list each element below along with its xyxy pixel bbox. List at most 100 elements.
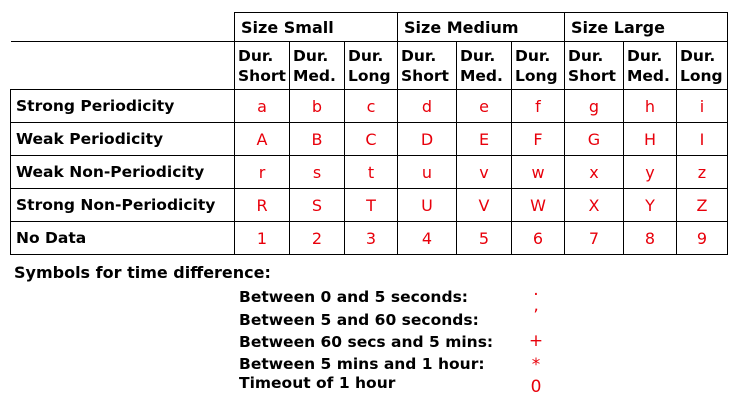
- duration-header-line1: Dur.: [460, 46, 496, 65]
- symbol-cell: f: [511, 89, 565, 123]
- legend-title: Symbols for time difference:: [14, 263, 271, 282]
- symbol-cell: t: [344, 155, 398, 189]
- symbol-cell: Y: [623, 188, 677, 222]
- symbol-cell: I: [676, 122, 728, 156]
- symbol-cell: 3: [344, 221, 398, 255]
- duration-header-line2: Short: [568, 66, 616, 85]
- duration-header-line1: Dur.: [515, 46, 551, 65]
- duration-header: Dur. Long: [344, 41, 398, 90]
- row-label: No Data: [10, 221, 235, 255]
- duration-header-line2: Long: [348, 66, 391, 85]
- symbol-cell: G: [564, 122, 624, 156]
- duration-header-line1: Dur.: [680, 46, 716, 65]
- symbol-cell: i: [676, 89, 728, 123]
- duration-header-line1: Dur.: [293, 46, 329, 65]
- duration-header: Dur. Med.: [623, 41, 677, 90]
- symbol-cell: T: [344, 188, 398, 222]
- row-label: Strong Periodicity: [10, 89, 235, 123]
- duration-header-line1: Dur.: [568, 46, 604, 65]
- symbol-cell: u: [397, 155, 457, 189]
- symbol-cell: B: [289, 122, 345, 156]
- row-label: Strong Non-Periodicity: [10, 188, 235, 222]
- symbol-cell: R: [234, 188, 290, 222]
- symbol-cell: c: [344, 89, 398, 123]
- symbol-cell: x: [564, 155, 624, 189]
- duration-header: Dur. Long: [511, 41, 565, 90]
- symbol-cell: E: [456, 122, 512, 156]
- symbol-cell: 8: [623, 221, 677, 255]
- symbol-cell: w: [511, 155, 565, 189]
- symbol-cell: h: [623, 89, 677, 123]
- corner-cell: [10, 41, 235, 90]
- group-header-size-medium: Size Medium: [397, 12, 565, 42]
- symbol-cell: b: [289, 89, 345, 123]
- duration-header-line1: Dur.: [401, 46, 437, 65]
- duration-header-line2: Short: [401, 66, 449, 85]
- table-row: No Data 1 2 3 4 5 6 7 8 9: [10, 221, 728, 255]
- duration-header: Dur. Short: [397, 41, 457, 90]
- duration-header-line2: Short: [238, 66, 286, 85]
- duration-header-line2: Med.: [460, 66, 503, 85]
- symbol-cell: 1: [234, 221, 290, 255]
- duration-header-line1: Dur.: [348, 46, 384, 65]
- legend-label: Between 0 and 5 seconds:: [239, 288, 468, 306]
- symbol-cell: W: [511, 188, 565, 222]
- group-header-size-small: Size Small: [234, 12, 398, 42]
- symbol-cell: e: [456, 89, 512, 123]
- symbol-cell: S: [289, 188, 345, 222]
- symbol-cell: U: [397, 188, 457, 222]
- symbol-cell: s: [289, 155, 345, 189]
- legend-label: Between 5 and 60 seconds:: [239, 311, 479, 329]
- duration-header: Dur. Short: [564, 41, 624, 90]
- symbol-cell: z: [676, 155, 728, 189]
- symbol-cell: r: [234, 155, 290, 189]
- duration-header: Dur. Med.: [289, 41, 345, 90]
- duration-header-line2: Med.: [293, 66, 336, 85]
- symbol-cell: 6: [511, 221, 565, 255]
- table-row: Strong Non-Periodicity R S T U V W X Y Z: [10, 188, 728, 222]
- symbol-cell: 5: [456, 221, 512, 255]
- symbol-cell: d: [397, 89, 457, 123]
- duration-header-line2: Long: [680, 66, 723, 85]
- symbol-cell: A: [234, 122, 290, 156]
- row-label: Weak Periodicity: [10, 122, 235, 156]
- table-row: Strong Periodicity a b c d e f g h i: [10, 89, 728, 123]
- legend-symbol: ·: [533, 285, 539, 305]
- group-header-row: Size Small Size Medium Size Large: [10, 12, 728, 42]
- duration-header-line2: Med.: [627, 66, 670, 85]
- symbol-cell: a: [234, 89, 290, 123]
- table-row: Weak Periodicity A B C D E F G H I: [10, 122, 728, 156]
- symbol-cell: g: [564, 89, 624, 123]
- legend-symbol: +: [528, 331, 544, 351]
- symbol-cell: 9: [676, 221, 728, 255]
- legend-symbol: 0: [530, 377, 542, 397]
- duration-header-line2: Long: [515, 66, 558, 85]
- legend-symbol: ʼ: [533, 306, 539, 326]
- symbol-cell: 7: [564, 221, 624, 255]
- legend-label: Between 60 secs and 5 mins:: [239, 333, 494, 351]
- symbol-cell: D: [397, 122, 457, 156]
- table-row: Weak Non-Periodicity r s t u v w x y z: [10, 155, 728, 189]
- corner-cell: [10, 12, 235, 42]
- symbol-cell: v: [456, 155, 512, 189]
- duration-header: Dur. Med.: [456, 41, 512, 90]
- legend-label: Between 5 mins and 1 hour:: [239, 355, 485, 373]
- symbol-cell: Z: [676, 188, 728, 222]
- duration-header-line1: Dur.: [627, 46, 663, 65]
- symbol-cell: C: [344, 122, 398, 156]
- duration-header-line1: Dur.: [238, 46, 274, 65]
- legend-symbol: *: [531, 355, 541, 375]
- symbol-cell: X: [564, 188, 624, 222]
- row-label: Weak Non-Periodicity: [10, 155, 235, 189]
- group-header-size-large: Size Large: [564, 12, 728, 42]
- duration-header: Dur. Long: [676, 41, 728, 90]
- symbol-cell: y: [623, 155, 677, 189]
- legend-label: Timeout of 1 hour: [239, 374, 396, 392]
- symbol-cell: 4: [397, 221, 457, 255]
- symbol-table: Size Small Size Medium Size Large Dur. Sh…: [10, 12, 728, 255]
- duration-header-row: Dur. Short Dur. Med. Dur. Long Dur. Short Dur. Me…: [10, 41, 728, 90]
- symbol-cell: H: [623, 122, 677, 156]
- symbol-cell: 2: [289, 221, 345, 255]
- duration-header: Dur. Short: [234, 41, 290, 90]
- symbol-cell: F: [511, 122, 565, 156]
